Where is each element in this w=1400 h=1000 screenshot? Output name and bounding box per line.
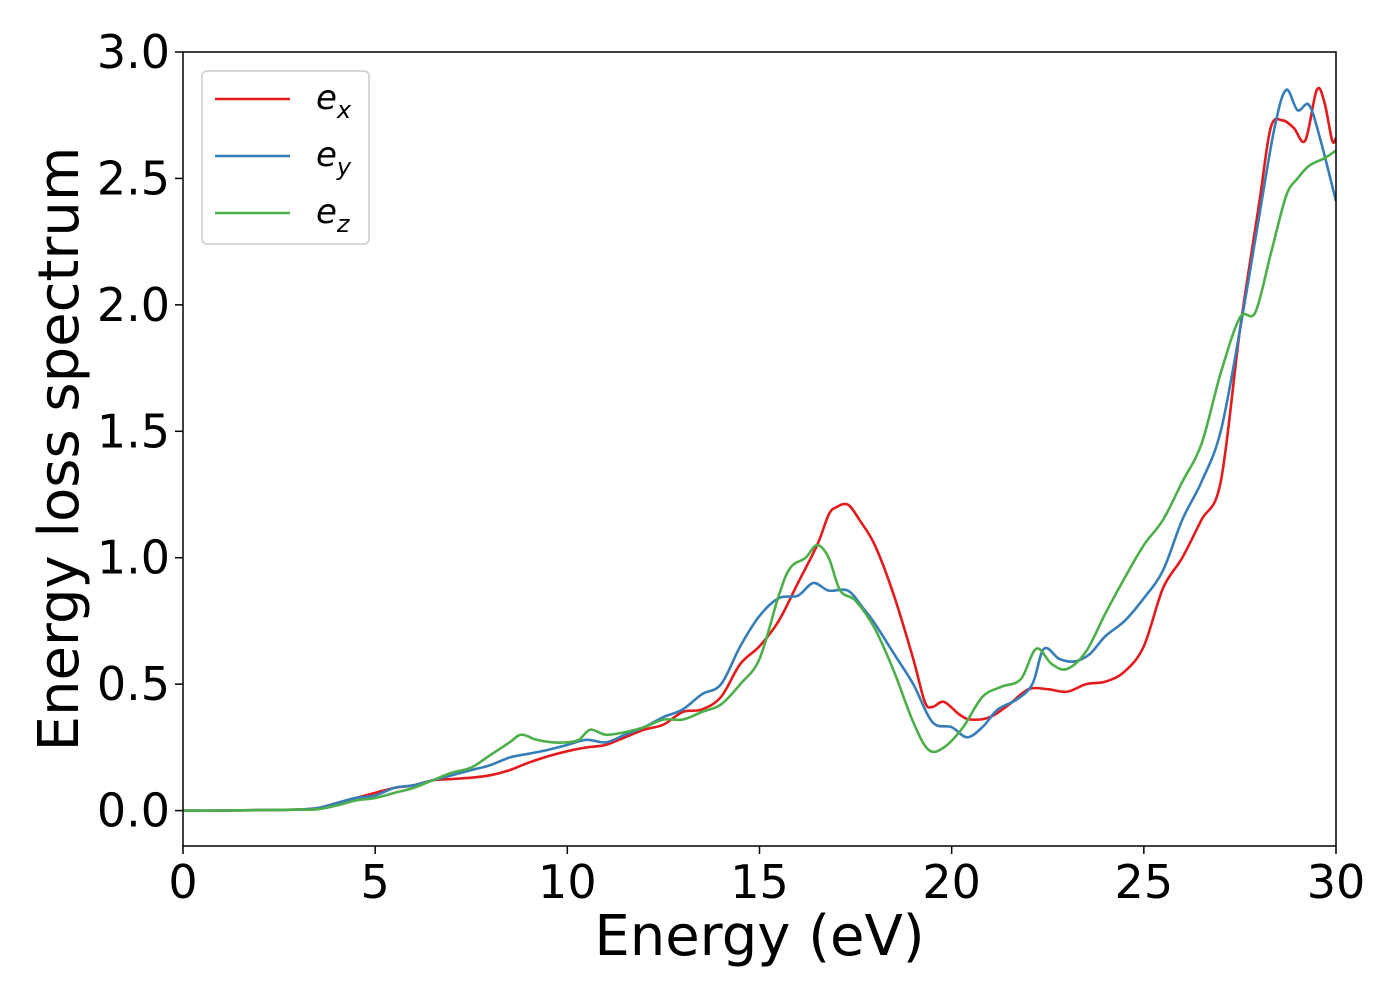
x-axis-label: Energy (eV) xyxy=(594,904,924,969)
x-tick-label: 25 xyxy=(1115,855,1174,909)
y-tick-label: 2.0 xyxy=(97,278,170,332)
legend-label-x: ex xyxy=(316,78,352,124)
y-axis-label: Energy loss spectrum xyxy=(27,147,92,752)
legend-label-y: ey xyxy=(316,135,352,181)
y-tick-label: 3.0 xyxy=(97,25,170,79)
x-tick-label: 5 xyxy=(361,855,390,909)
y-axis-ticks: 0.0 0.5 1.0 1.5 2.0 2.5 3.0 xyxy=(97,25,183,838)
x-tick-label: 10 xyxy=(538,855,597,909)
y-tick-label: 1.5 xyxy=(97,404,170,458)
series-line-x xyxy=(183,86,1336,812)
y-tick-label: 2.5 xyxy=(97,151,170,205)
y-tick-label: 1.0 xyxy=(97,531,170,585)
x-axis-ticks: 0 5 10 15 20 25 30 xyxy=(168,846,1365,909)
y-tick-label: 0.5 xyxy=(97,657,170,711)
series-line-z xyxy=(183,149,1336,812)
legend-box xyxy=(201,70,370,245)
x-tick-label: 20 xyxy=(922,855,981,909)
x-tick-label: 0 xyxy=(168,855,197,909)
legend: ex ey ez xyxy=(201,70,370,245)
y-tick-label: 0.0 xyxy=(97,784,170,838)
legend-label-z: ez xyxy=(316,192,351,238)
x-tick-label: 30 xyxy=(1307,855,1366,909)
x-tick-label: 15 xyxy=(730,855,789,909)
data-series-layer xyxy=(183,86,1336,812)
